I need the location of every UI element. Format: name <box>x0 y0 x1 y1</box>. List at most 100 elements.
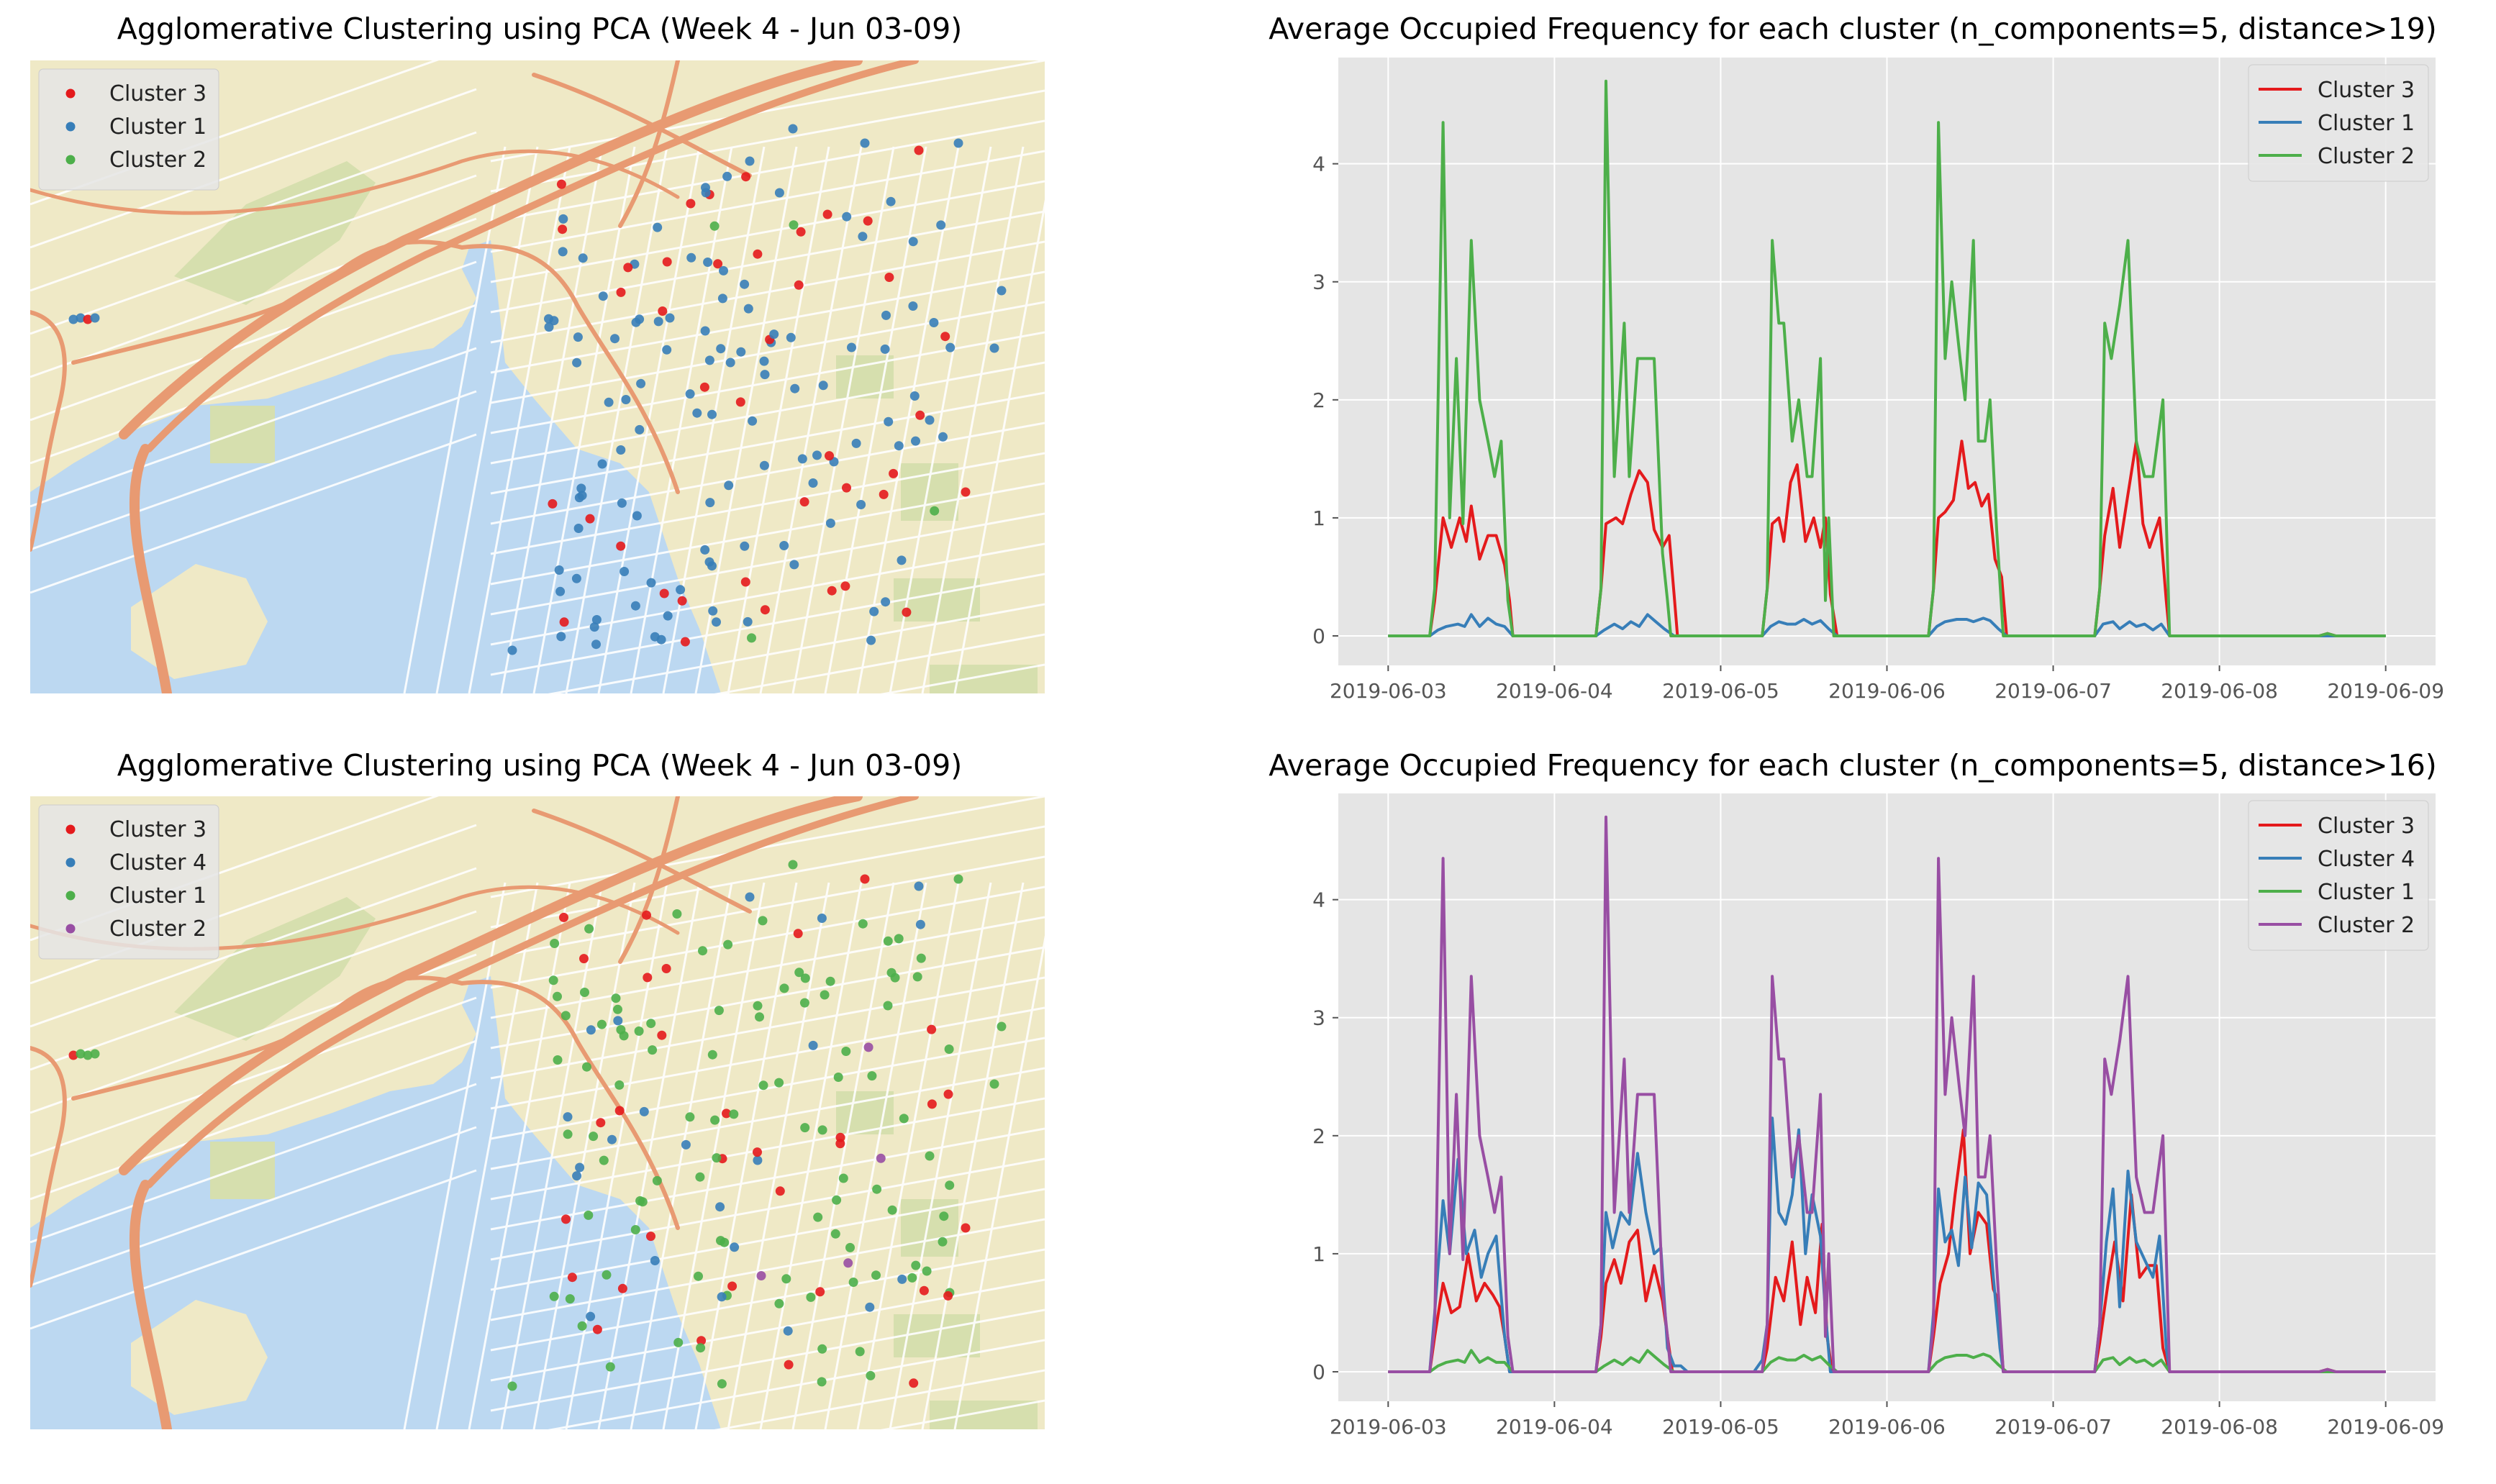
cluster-point <box>989 343 999 353</box>
cluster-point <box>553 991 562 1001</box>
cluster-point <box>573 332 583 342</box>
highway <box>618 796 680 964</box>
street <box>727 146 830 693</box>
map-bottom[interactable]: Cluster 3 Cluster 4 Cluster 1 Cluster 2 <box>30 796 1045 1429</box>
x-tick-label: 2019-06-08 <box>2161 1415 2278 1439</box>
street <box>490 1308 1045 1412</box>
cluster-point <box>747 633 756 643</box>
cluster-point <box>634 1026 644 1036</box>
cluster-point <box>643 973 653 983</box>
cluster-point <box>76 1049 86 1059</box>
cluster-point <box>571 573 581 583</box>
cluster-point <box>646 1019 656 1029</box>
cluster-point <box>565 1294 575 1304</box>
legend-label: Cluster 2 <box>2318 913 2415 938</box>
x-tick-label: 2019-06-04 <box>1496 1415 1613 1439</box>
chart-top[interactable]: 2019-06-03 2019-06-04 2019-06-05 2019-06-06… <box>1281 58 2490 748</box>
cluster-point <box>774 1298 784 1308</box>
street <box>490 1218 1045 1321</box>
cluster-point <box>779 983 789 993</box>
legend: Cluster 3 Cluster 1 Cluster 2 <box>2248 64 2429 182</box>
legend-label: Cluster 3 <box>109 817 207 842</box>
cluster-point <box>657 1030 667 1040</box>
chart-title-bottom: Average Occupied Frequency for each clus… <box>1269 748 2437 783</box>
street <box>30 1126 477 1287</box>
legend-label: Cluster 1 <box>2318 880 2415 905</box>
street <box>565 882 668 1429</box>
cluster-point <box>572 1171 582 1181</box>
street <box>490 422 1045 525</box>
cluster-point <box>915 410 925 420</box>
street <box>30 996 477 1157</box>
cluster-point <box>90 1049 100 1059</box>
cluster-point <box>578 253 588 263</box>
cluster-point <box>936 220 946 230</box>
cluster-point <box>789 220 799 230</box>
cluster-point <box>554 565 564 575</box>
cluster-point <box>613 1004 622 1014</box>
cluster-point <box>774 1078 784 1088</box>
cluster-point <box>781 1274 791 1284</box>
cluster-point <box>584 924 594 934</box>
cluster-point <box>577 1321 587 1331</box>
x-tick-label: 2019-06-06 <box>1828 1415 1946 1439</box>
street <box>880 663 1045 693</box>
cluster-point <box>661 964 671 973</box>
cluster-point <box>740 577 750 587</box>
street <box>30 304 477 465</box>
cluster-points <box>68 860 1007 1391</box>
street <box>880 1399 1045 1429</box>
street <box>403 882 507 1429</box>
legend-label: Cluster 4 <box>109 850 207 875</box>
street <box>630 146 733 693</box>
y-tick-label: 0 <box>1312 1360 1325 1384</box>
cluster-point <box>855 1347 865 1357</box>
park-area <box>210 1142 275 1199</box>
cluster-point <box>827 586 837 596</box>
street <box>500 882 604 1429</box>
cluster-point <box>558 214 568 224</box>
cluster-point <box>843 1258 853 1268</box>
cluster-point <box>817 1125 827 1135</box>
highway <box>460 980 680 1230</box>
cluster-point <box>790 383 800 393</box>
street <box>468 146 571 693</box>
cluster-point <box>584 1210 594 1220</box>
cluster-point <box>598 291 608 301</box>
street <box>714 633 1045 693</box>
cluster-point <box>736 347 746 357</box>
chart-bottom-svg: 2019-06-03 2019-06-04 2019-06-05 2019-06-06… <box>1312 793 2444 1439</box>
cluster-point <box>714 1006 724 1016</box>
cluster-point <box>894 441 904 451</box>
street <box>490 270 1045 374</box>
cluster-point <box>573 524 584 533</box>
cluster-point <box>559 912 568 922</box>
map-title-top: Agglomerative Clustering using PCA (Week… <box>117 12 963 46</box>
map-top[interactable]: Cluster 3 Cluster 1 Cluster 2 <box>30 60 1045 693</box>
cluster-point <box>753 1155 763 1165</box>
cluster-point <box>686 199 696 209</box>
cluster-point <box>507 1381 517 1391</box>
legend-marker <box>65 924 76 934</box>
cluster-points <box>68 124 1007 655</box>
cluster-point <box>704 557 714 567</box>
cluster-point <box>911 436 920 446</box>
land-patch <box>131 1300 268 1415</box>
cluster-point <box>639 1106 649 1116</box>
street <box>30 910 477 1071</box>
street <box>694 882 798 1429</box>
cluster-point <box>886 196 896 206</box>
legend-label: Cluster 3 <box>2318 78 2415 103</box>
cluster-point <box>883 936 893 946</box>
cluster-point <box>76 313 86 323</box>
x-tick-label: 2019-06-09 <box>2327 679 2444 703</box>
cluster-point <box>616 541 626 551</box>
cluster-point <box>659 588 669 598</box>
chart-bottom[interactable]: 2019-06-03 2019-06-04 2019-06-05 2019-06-06… <box>1281 793 2490 1484</box>
cluster-point <box>884 273 894 282</box>
cluster-point <box>783 1326 793 1336</box>
cluster-point <box>642 910 651 920</box>
y-tick-label: 1 <box>1312 506 1325 530</box>
legend-label: Cluster 2 <box>2318 144 2415 169</box>
cluster-point <box>817 1344 827 1354</box>
